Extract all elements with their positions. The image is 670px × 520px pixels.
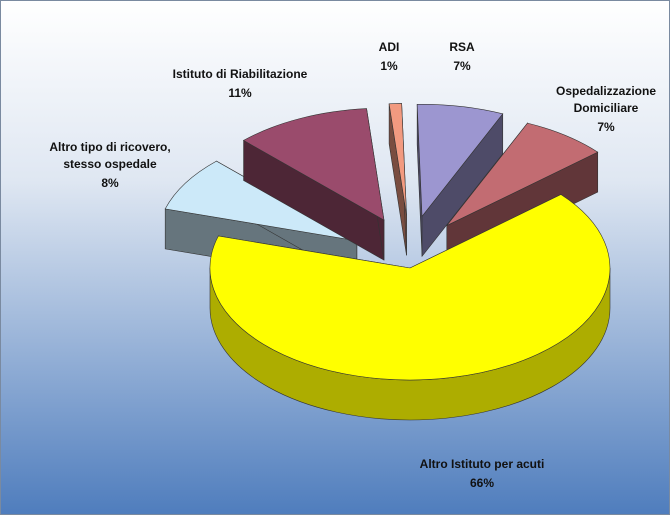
slice bbox=[388, 103, 407, 216]
slice bbox=[164, 160, 358, 242]
slice bbox=[446, 122, 599, 226]
slice-label: Ospedalizzazione bbox=[556, 84, 656, 98]
slice bbox=[209, 194, 611, 381]
value-label: 66% bbox=[470, 476, 494, 490]
value-label: 7% bbox=[453, 59, 471, 73]
slice bbox=[242, 108, 385, 221]
value-label: 11% bbox=[228, 86, 252, 100]
slice bbox=[388, 103, 407, 256]
value-label: 1% bbox=[380, 59, 398, 73]
value-label: 8% bbox=[101, 176, 119, 190]
slice-label: stesso ospedale bbox=[63, 157, 157, 171]
slice-label: Domiciliare bbox=[574, 101, 639, 115]
slice-label: Altro tipo di ricovero, bbox=[49, 140, 170, 154]
slice-label: ADI bbox=[379, 40, 400, 54]
slice-label: RSA bbox=[449, 40, 475, 54]
slice-label: Istituto di Riabilitazione bbox=[173, 67, 308, 81]
slice bbox=[416, 104, 504, 218]
slice bbox=[242, 108, 385, 261]
slice-label: Altro Istituto per acuti bbox=[420, 457, 545, 471]
value-label: 7% bbox=[597, 120, 615, 134]
slice bbox=[209, 194, 611, 421]
slice bbox=[416, 104, 504, 258]
